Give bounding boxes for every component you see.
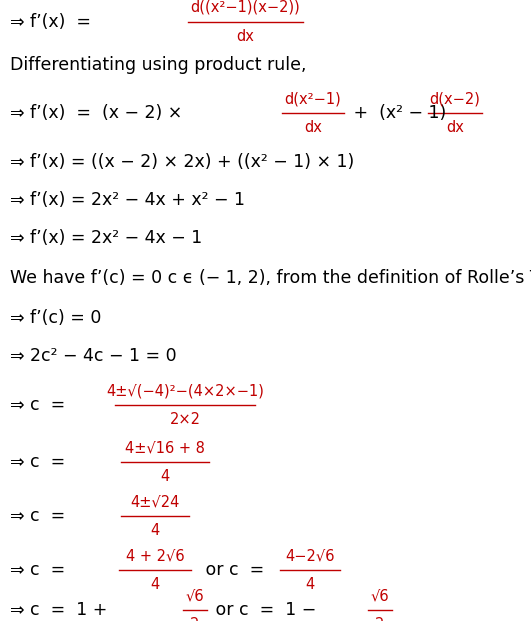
Text: +  (x² − 1): + (x² − 1): [348, 104, 452, 122]
Text: d(x−2): d(x−2): [430, 91, 481, 106]
Text: dx: dx: [236, 29, 254, 44]
Text: ⇒ f’(x)  =: ⇒ f’(x) =: [10, 13, 102, 31]
Text: Differentiating using product rule,: Differentiating using product rule,: [10, 56, 306, 74]
Text: or c  =: or c =: [200, 561, 270, 579]
Text: 4±√(−4)²−(4×2×−1): 4±√(−4)²−(4×2×−1): [106, 383, 264, 398]
Text: √6: √6: [371, 588, 389, 603]
Text: d((x²−1)(x−2)): d((x²−1)(x−2)): [190, 0, 300, 15]
Text: d(x²−1): d(x²−1): [285, 91, 341, 106]
Text: 2×2: 2×2: [169, 412, 201, 427]
Text: dx: dx: [446, 120, 464, 135]
Text: dx: dx: [304, 120, 322, 135]
Text: 4−2√6: 4−2√6: [285, 548, 335, 563]
Text: 4±√24: 4±√24: [130, 494, 179, 509]
Text: ⇒ c  =: ⇒ c =: [10, 561, 71, 579]
Text: ⇒ f’(x) = 2x² − 4x − 1: ⇒ f’(x) = 2x² − 4x − 1: [10, 229, 202, 247]
Text: ⇒ c  =: ⇒ c =: [10, 507, 71, 525]
Text: 4±√16 + 8: 4±√16 + 8: [125, 440, 205, 455]
Text: 4: 4: [150, 577, 160, 592]
Text: ⇒ f’(x) = ((x − 2) × 2x) + ((x² − 1) × 1): ⇒ f’(x) = ((x − 2) × 2x) + ((x² − 1) × 1…: [10, 153, 354, 171]
Text: 4: 4: [305, 577, 315, 592]
Text: ⇒ 2c² − 4c − 1 = 0: ⇒ 2c² − 4c − 1 = 0: [10, 347, 177, 365]
Text: ⇒ f’(c) = 0: ⇒ f’(c) = 0: [10, 309, 101, 327]
Text: We have f’(c) = 0 c ϵ (− 1, 2), from the definition of Rolle’s Theorem.: We have f’(c) = 0 c ϵ (− 1, 2), from the…: [10, 269, 531, 287]
Text: ⇒ c  =: ⇒ c =: [10, 396, 71, 414]
Text: ⇒ c  =: ⇒ c =: [10, 453, 71, 471]
Text: 2: 2: [190, 617, 200, 621]
Text: 4: 4: [150, 523, 160, 538]
Text: ⇒ f’(x) = 2x² − 4x + x² − 1: ⇒ f’(x) = 2x² − 4x + x² − 1: [10, 191, 245, 209]
Text: 4: 4: [160, 469, 169, 484]
Text: ⇒ c  =  1 +: ⇒ c = 1 +: [10, 601, 113, 619]
Text: ⇒ f’(x)  =  (x − 2) ×: ⇒ f’(x) = (x − 2) ×: [10, 104, 188, 122]
Text: √6: √6: [186, 588, 204, 603]
Text: 4 + 2√6: 4 + 2√6: [126, 548, 184, 563]
Text: 2: 2: [375, 617, 384, 621]
Text: or c  =  1 −: or c = 1 −: [210, 601, 322, 619]
